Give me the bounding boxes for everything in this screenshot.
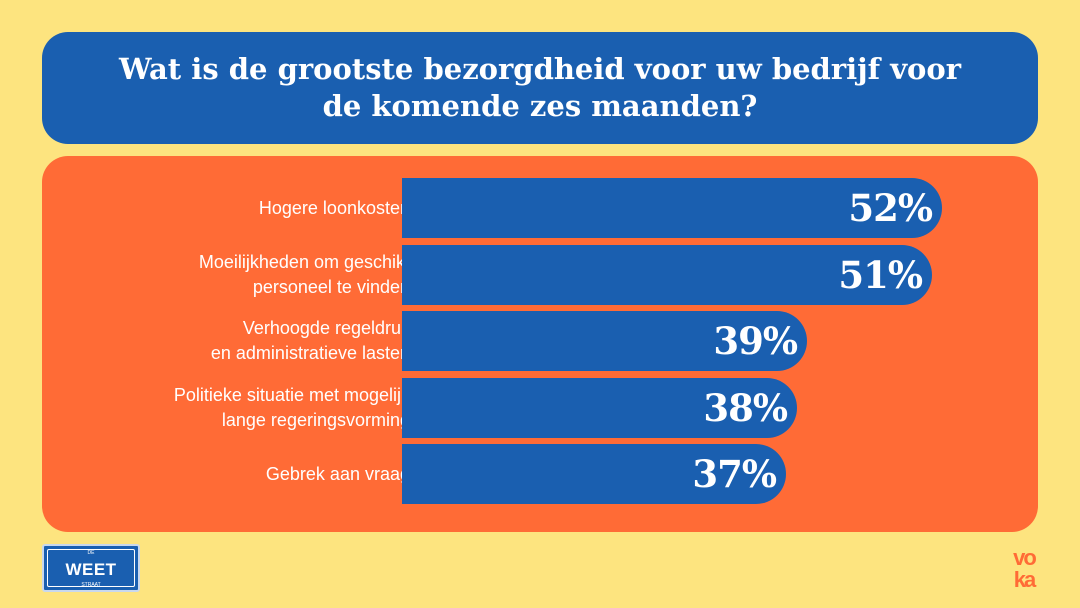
voka-logo: vo ka	[1006, 544, 1042, 592]
category-label: Hogere loonkosten	[258, 197, 410, 218]
bar: 37%	[402, 444, 786, 504]
weet-logo-top: DE	[87, 550, 95, 556]
bar-value-label: 39%	[713, 319, 798, 363]
bar-value-label: 38%	[703, 386, 788, 430]
chart-title: Wat is de grootste bezorgdheid voor uw b…	[118, 52, 962, 123]
bar-value-label: 52%	[848, 186, 933, 230]
bar: 51%	[402, 245, 932, 305]
category-label: Gebrek aan vraag	[265, 463, 410, 484]
bar: 38%	[402, 378, 797, 438]
voka-logo-icon: vo ka	[1013, 545, 1039, 592]
weet-logo: DE WEET STRAAT	[42, 544, 140, 592]
category-label: Politieke situatie met mogelijk lange re…	[173, 385, 410, 430]
voka-logo-top-text: vo	[1013, 545, 1036, 570]
weet-logo-border	[47, 549, 135, 587]
bar-value-label: 37%	[692, 452, 777, 496]
voka-logo-bottom-text: ka	[1014, 567, 1037, 592]
weet-logo-text: WEET	[65, 560, 117, 579]
bar-value-label: 51%	[838, 253, 923, 297]
category-label: Verhoogde regeldruk en administratieve l…	[210, 318, 410, 363]
bar: 52%	[402, 178, 942, 238]
weet-logo-bottom: STRAAT	[81, 582, 101, 588]
category-label: Moeilijkheden om geschikt personeel te v…	[198, 252, 410, 297]
title-box: Wat is de grootste bezorgdheid voor uw b…	[42, 32, 1038, 144]
bar: 39%	[402, 311, 807, 371]
